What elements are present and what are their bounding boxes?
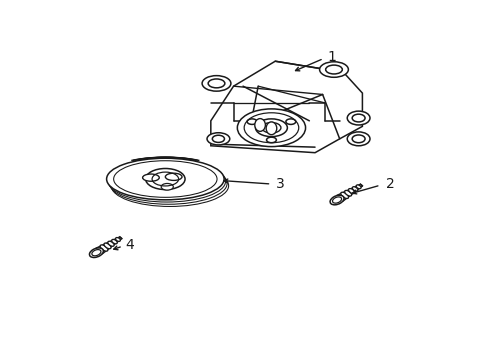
Polygon shape xyxy=(210,61,362,153)
Ellipse shape xyxy=(161,184,173,190)
Ellipse shape xyxy=(104,243,111,249)
Ellipse shape xyxy=(352,187,357,191)
Ellipse shape xyxy=(340,192,348,198)
Ellipse shape xyxy=(115,238,120,241)
Text: 1: 1 xyxy=(327,50,336,63)
Ellipse shape xyxy=(108,241,114,246)
Text: 4: 4 xyxy=(125,238,134,252)
Ellipse shape xyxy=(237,109,305,147)
Ellipse shape xyxy=(165,173,182,180)
Ellipse shape xyxy=(344,190,351,196)
Ellipse shape xyxy=(254,118,265,131)
Ellipse shape xyxy=(142,174,159,181)
Ellipse shape xyxy=(329,195,344,205)
Ellipse shape xyxy=(206,133,229,145)
Ellipse shape xyxy=(265,122,276,135)
Ellipse shape xyxy=(319,62,347,77)
Ellipse shape xyxy=(106,158,224,200)
Text: 3: 3 xyxy=(275,177,284,191)
Ellipse shape xyxy=(348,189,354,194)
Ellipse shape xyxy=(355,185,360,189)
Text: 2: 2 xyxy=(385,177,394,191)
Ellipse shape xyxy=(89,248,103,257)
Ellipse shape xyxy=(346,132,369,146)
Ellipse shape xyxy=(100,245,108,251)
Ellipse shape xyxy=(202,76,230,91)
Ellipse shape xyxy=(145,168,184,190)
Ellipse shape xyxy=(346,111,369,125)
Ellipse shape xyxy=(255,119,287,136)
Ellipse shape xyxy=(111,239,117,244)
